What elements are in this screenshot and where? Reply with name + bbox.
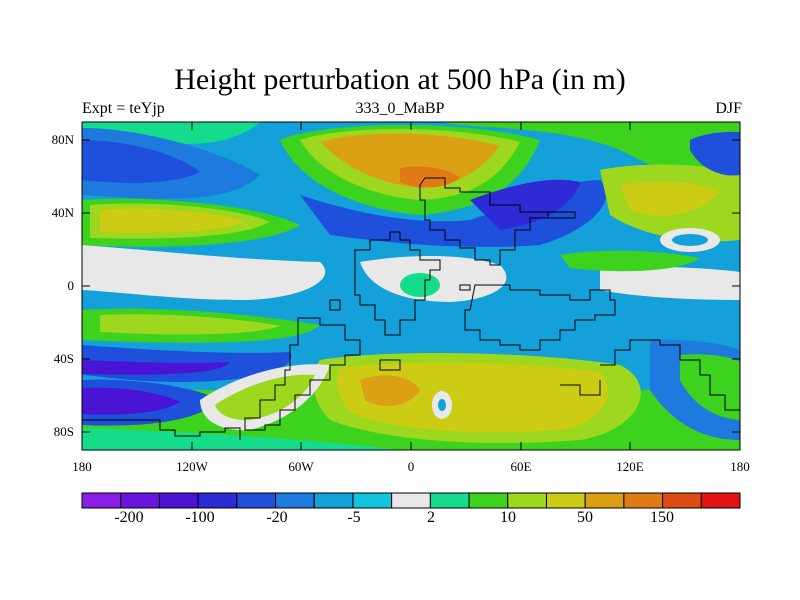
plot-title: Height perturbation at 500 hPa (in m) <box>174 63 626 96</box>
lon-label-180w: 180 <box>72 459 92 474</box>
colorbar-swatch <box>313 492 354 509</box>
lat-label-0: 0 <box>67 278 75 293</box>
coastlines <box>82 177 740 440</box>
colorbar <box>81 492 741 509</box>
lon-label-60w: 60W <box>288 459 314 474</box>
colorbar-swatch <box>120 492 160 509</box>
colorbar-label: 150 <box>650 509 674 526</box>
colorbar-label: -100 <box>185 509 215 526</box>
colorbar-swatch <box>275 492 315 509</box>
colorbar-swatch <box>158 492 199 509</box>
lon-label-60e: 60E <box>510 459 532 474</box>
colorbar-label: 50 <box>577 509 593 526</box>
colorbar-swatch <box>352 492 393 509</box>
lat-label-80s: 80S <box>53 424 74 439</box>
lon-label-120w: 120W <box>176 459 208 474</box>
colorbar-swatch <box>468 492 509 509</box>
lon-label-120e: 120E <box>616 459 644 474</box>
colorbar-swatch <box>81 492 122 509</box>
colorbar-swatch <box>662 492 702 509</box>
colorbar-label: 10 <box>500 509 516 526</box>
experiment-label: Expt = teYjp <box>82 100 165 117</box>
colorbar-label: -200 <box>114 509 144 526</box>
colorbar-label: -20 <box>266 509 288 526</box>
colorbar-label: -5 <box>347 509 361 526</box>
contour-field <box>82 122 740 450</box>
colorbar-swatch <box>584 492 625 509</box>
lat-label-40n: 40N <box>51 205 74 220</box>
colorbar-swatch <box>429 492 470 509</box>
lat-label-40s: 40S <box>53 351 74 366</box>
colorbar-swatch <box>623 492 664 509</box>
period-label: 333_0_MaBP <box>355 100 445 117</box>
colorbar-swatch <box>197 492 238 509</box>
colorbar-swatch <box>391 492 431 509</box>
colorbar-swatch <box>700 492 741 509</box>
colorbar-swatch <box>507 492 547 509</box>
colorbar-swatch <box>236 492 277 509</box>
colorbar-swatch <box>545 492 586 509</box>
season-label: DJF <box>715 100 742 117</box>
axis-ticks <box>82 122 740 450</box>
colorbar-label: 2 <box>427 509 435 526</box>
lon-label-180e: 180 <box>730 459 750 474</box>
lat-label-80n: 80N <box>51 132 74 147</box>
lon-label-0: 0 <box>407 459 415 474</box>
